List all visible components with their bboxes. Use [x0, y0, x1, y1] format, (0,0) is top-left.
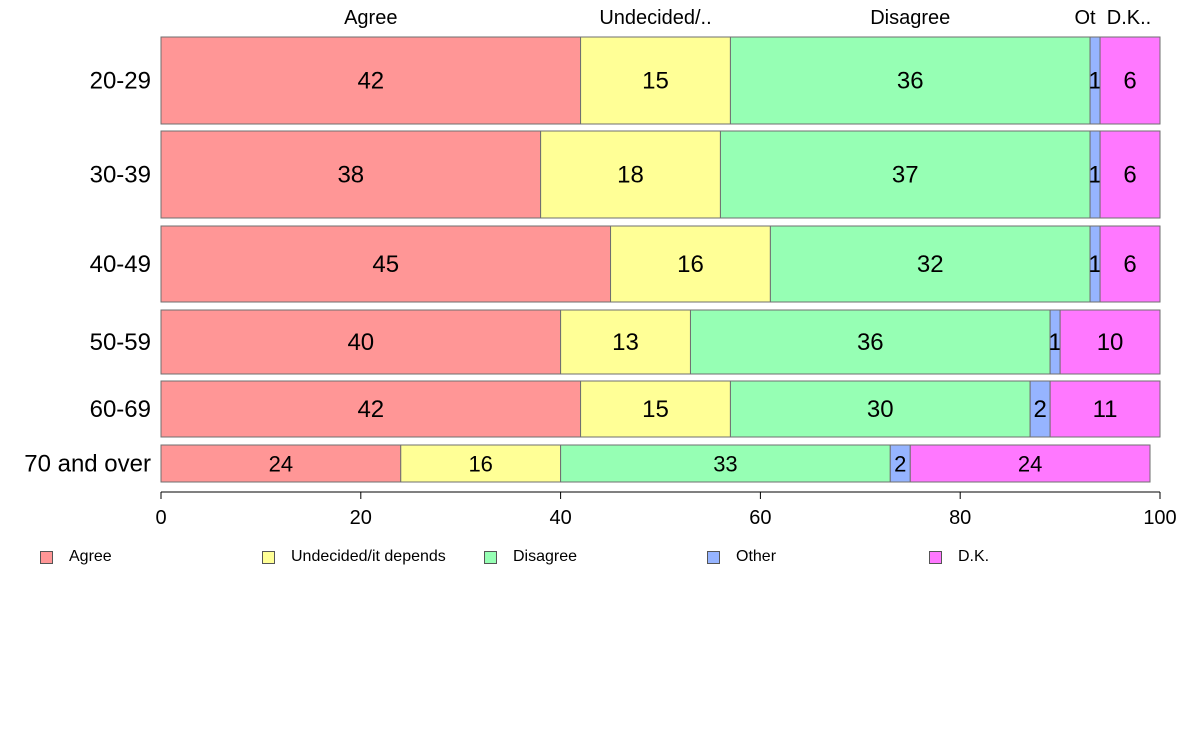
data-label: 13: [612, 329, 639, 356]
legend-swatch: [929, 550, 942, 564]
category-label: 30-39: [90, 162, 151, 189]
data-label: 1: [1088, 251, 1101, 278]
data-label: 32: [917, 251, 944, 278]
legend-label: Disagree: [513, 548, 578, 565]
data-label: 36: [897, 68, 924, 95]
bar-segment: [560, 309, 691, 375]
data-label: 2: [894, 452, 906, 477]
x-axis: 0 20 40 60 80 100: [155, 491, 1177, 529]
legend-swatch: [484, 550, 497, 564]
legend: Agree Undecided/it depends Disagree Other D.…: [0, 546, 1188, 568]
bar-segment: [540, 130, 721, 219]
legend-swatch: [707, 550, 720, 564]
category-label: 70 and over: [24, 451, 151, 478]
bar-segment: [769, 225, 1091, 303]
data-label: 1: [1088, 162, 1101, 189]
bar-segment: [580, 36, 731, 125]
bar-segment: [580, 380, 731, 438]
data-label: 24: [269, 452, 293, 477]
x-tick-label: 60: [749, 507, 771, 529]
bar-segment: [729, 36, 1091, 125]
bar-segment: [1099, 225, 1161, 303]
data-label: 1: [1048, 329, 1061, 356]
data-label: 16: [677, 251, 704, 278]
data-label: 38: [337, 162, 364, 189]
bar-segment: [909, 444, 1151, 483]
x-tick-label: 100: [1143, 507, 1176, 529]
legend-item: Agree: [40, 546, 112, 568]
data-label: 1: [1088, 68, 1101, 95]
bar-segment: [160, 130, 542, 219]
data-label: 15: [642, 396, 669, 423]
data-label: 36: [857, 329, 884, 356]
data-label: 6: [1123, 251, 1136, 278]
legend-item: D.K.: [929, 546, 989, 568]
data-label: 45: [372, 251, 399, 278]
legend-label: D.K.: [958, 548, 990, 565]
top-series-label: Agree: [344, 7, 397, 29]
legend-swatch: [262, 550, 275, 564]
category-label: 40-49: [90, 251, 151, 278]
data-label: 2: [1033, 396, 1046, 423]
data-label: 37: [892, 162, 919, 189]
x-tick-label: 80: [949, 507, 971, 529]
legend-label: Other: [736, 548, 777, 565]
data-label: 42: [357, 396, 384, 423]
x-tick-label: 40: [549, 507, 571, 529]
category-label: 60-69: [90, 396, 151, 423]
data-label: 30: [867, 396, 894, 423]
legend-swatch: [40, 550, 53, 564]
bar-segment: [1099, 36, 1161, 125]
legend-label: Agree: [69, 548, 112, 565]
bar-segment: [160, 444, 402, 483]
bar-segment: [689, 309, 1051, 375]
category-label: 20-29: [90, 68, 151, 95]
top-series-label: Disagree: [870, 7, 950, 29]
legend-label: Undecided/it depends: [291, 548, 446, 565]
data-label: 16: [468, 452, 492, 477]
x-tick-label: 20: [350, 507, 372, 529]
data-label: 6: [1123, 162, 1136, 189]
bar-segment: [560, 444, 891, 483]
category-label: 50-59: [90, 329, 151, 356]
data-label: 18: [617, 162, 644, 189]
data-label: 33: [713, 452, 737, 477]
bar-segment: [1099, 130, 1161, 219]
top-series-labels: Agree Undecided/.. Disagree Ot D.K..: [344, 7, 1151, 29]
bar-segment: [610, 225, 771, 303]
top-series-label: Ot: [1074, 7, 1096, 29]
top-series-label: D.K..: [1107, 7, 1151, 29]
category-labels: 20-29 30-39 40-49 50-59 60-69 70 and over: [24, 68, 151, 478]
top-series-label: Undecided/..: [599, 7, 711, 29]
bar-segment: [719, 130, 1091, 219]
x-tick-label: 0: [155, 507, 166, 529]
bar-segment: [160, 309, 562, 375]
data-label: 6: [1123, 68, 1136, 95]
bar-segment: [160, 380, 582, 438]
data-label: 15: [642, 68, 669, 95]
bar-segment: [1049, 380, 1161, 438]
data-label: 40: [347, 329, 374, 356]
data-label: 42: [357, 68, 384, 95]
data-label: 24: [1018, 452, 1042, 477]
legend-item: Disagree: [484, 546, 577, 568]
bar-segment: [1059, 309, 1161, 375]
legend-item: Other: [707, 546, 776, 568]
data-label: 11: [1093, 396, 1118, 423]
data-label: 10: [1097, 329, 1124, 356]
bar-segment: [160, 36, 582, 125]
legend-item: Undecided/it depends: [262, 546, 446, 568]
